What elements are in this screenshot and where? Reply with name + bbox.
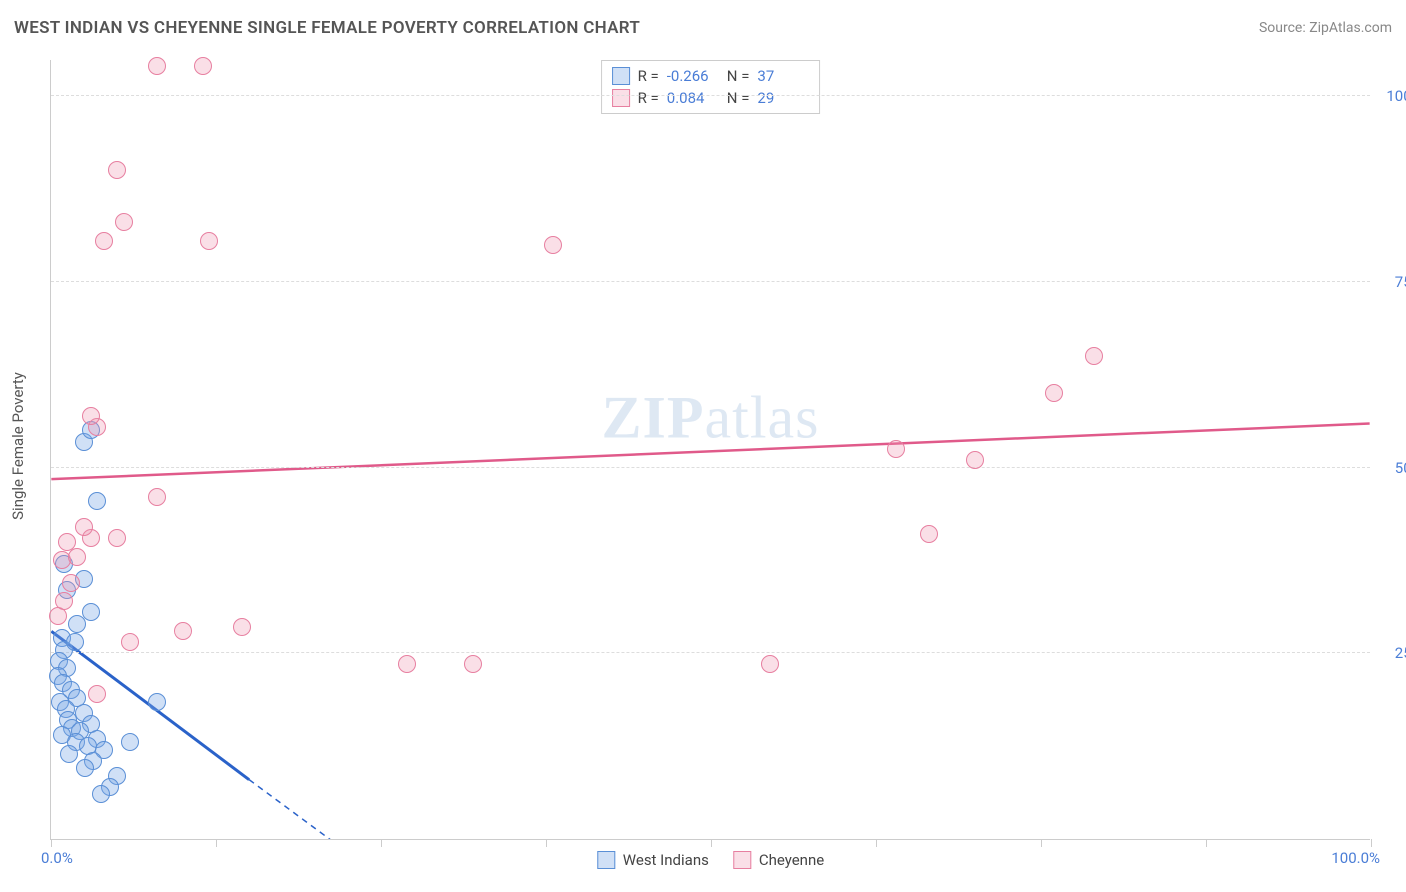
data-point — [233, 618, 251, 636]
legend-n-label: N = — [727, 89, 750, 107]
data-point — [68, 548, 86, 566]
data-point — [1085, 347, 1103, 365]
legend-series: West Indians Cheyenne — [597, 851, 824, 869]
legend-n-value: 29 — [757, 89, 809, 107]
data-point — [148, 488, 166, 506]
x-axis-min-label: 0.0% — [41, 849, 73, 867]
data-point — [58, 533, 76, 551]
data-point — [920, 525, 938, 543]
legend-swatch-icon — [612, 89, 630, 107]
chart-title: WEST INDIAN VS CHEYENNE SINGLE FEMALE PO… — [14, 18, 640, 38]
data-point — [200, 232, 218, 250]
data-point — [174, 622, 192, 640]
x-tick — [51, 839, 52, 847]
data-point — [88, 685, 106, 703]
source-label: Source: ZipAtlas.com — [1259, 20, 1392, 36]
data-point — [75, 518, 93, 536]
data-point — [55, 592, 73, 610]
data-point — [95, 232, 113, 250]
trend-lines — [51, 60, 1370, 839]
y-axis-label: Single Female Poverty — [9, 372, 27, 520]
legend-r-value: 0.084 — [667, 89, 719, 107]
data-point — [92, 785, 110, 803]
y-tick-label: 100.0% — [1375, 87, 1406, 105]
legend-stats: R = -0.266 N = 37 R = 0.084 N = 29 — [601, 60, 821, 114]
data-point — [62, 574, 80, 592]
legend-r-label: R = — [638, 67, 659, 85]
gridline — [51, 467, 1370, 468]
legend-r-label: R = — [638, 89, 659, 107]
data-point — [761, 655, 779, 673]
data-point — [1045, 384, 1063, 402]
legend-n-value: 37 — [757, 67, 809, 85]
legend-series-item: Cheyenne — [733, 851, 824, 869]
legend-n-label: N = — [727, 67, 750, 85]
data-point — [148, 57, 166, 75]
legend-series-label: Cheyenne — [759, 851, 824, 869]
data-point — [115, 213, 133, 231]
y-tick-label: 75.0% — [1375, 273, 1406, 291]
legend-r-value: -0.266 — [667, 67, 719, 85]
legend-stats-row: R = 0.084 N = 29 — [612, 87, 810, 109]
legend-swatch-icon — [612, 67, 630, 85]
x-tick — [1371, 839, 1372, 847]
data-point — [966, 451, 984, 469]
x-tick — [711, 839, 712, 847]
legend-swatch-icon — [597, 851, 615, 869]
data-point — [148, 693, 166, 711]
data-point — [108, 529, 126, 547]
data-point — [464, 655, 482, 673]
data-point — [121, 633, 139, 651]
legend-swatch-icon — [733, 851, 751, 869]
data-point — [66, 633, 84, 651]
data-point — [88, 492, 106, 510]
plot-area: ZIPatlas R = -0.266 N = 37 R = 0.084 N = 29 0.… — [50, 60, 1370, 840]
gridline — [51, 281, 1370, 282]
y-tick-label: 25.0% — [1375, 644, 1406, 662]
legend-stats-row: R = -0.266 N = 37 — [612, 65, 810, 87]
data-point — [887, 440, 905, 458]
x-tick — [381, 839, 382, 847]
data-point — [194, 57, 212, 75]
data-point — [76, 759, 94, 777]
data-point — [82, 603, 100, 621]
data-point — [60, 745, 78, 763]
gridline — [51, 95, 1370, 96]
data-point — [544, 236, 562, 254]
data-point — [108, 161, 126, 179]
legend-series-label: West Indians — [623, 851, 709, 869]
data-point — [398, 655, 416, 673]
x-axis-max-label: 100.0% — [1331, 849, 1380, 867]
legend-series-item: West Indians — [597, 851, 709, 869]
watermark: ZIPatlas — [602, 384, 820, 453]
gridline — [51, 652, 1370, 653]
x-tick — [546, 839, 547, 847]
x-tick — [1206, 839, 1207, 847]
x-tick — [216, 839, 217, 847]
data-point — [121, 733, 139, 751]
x-tick — [1041, 839, 1042, 847]
data-point — [82, 407, 100, 425]
x-tick — [876, 839, 877, 847]
y-tick-label: 50.0% — [1375, 459, 1406, 477]
